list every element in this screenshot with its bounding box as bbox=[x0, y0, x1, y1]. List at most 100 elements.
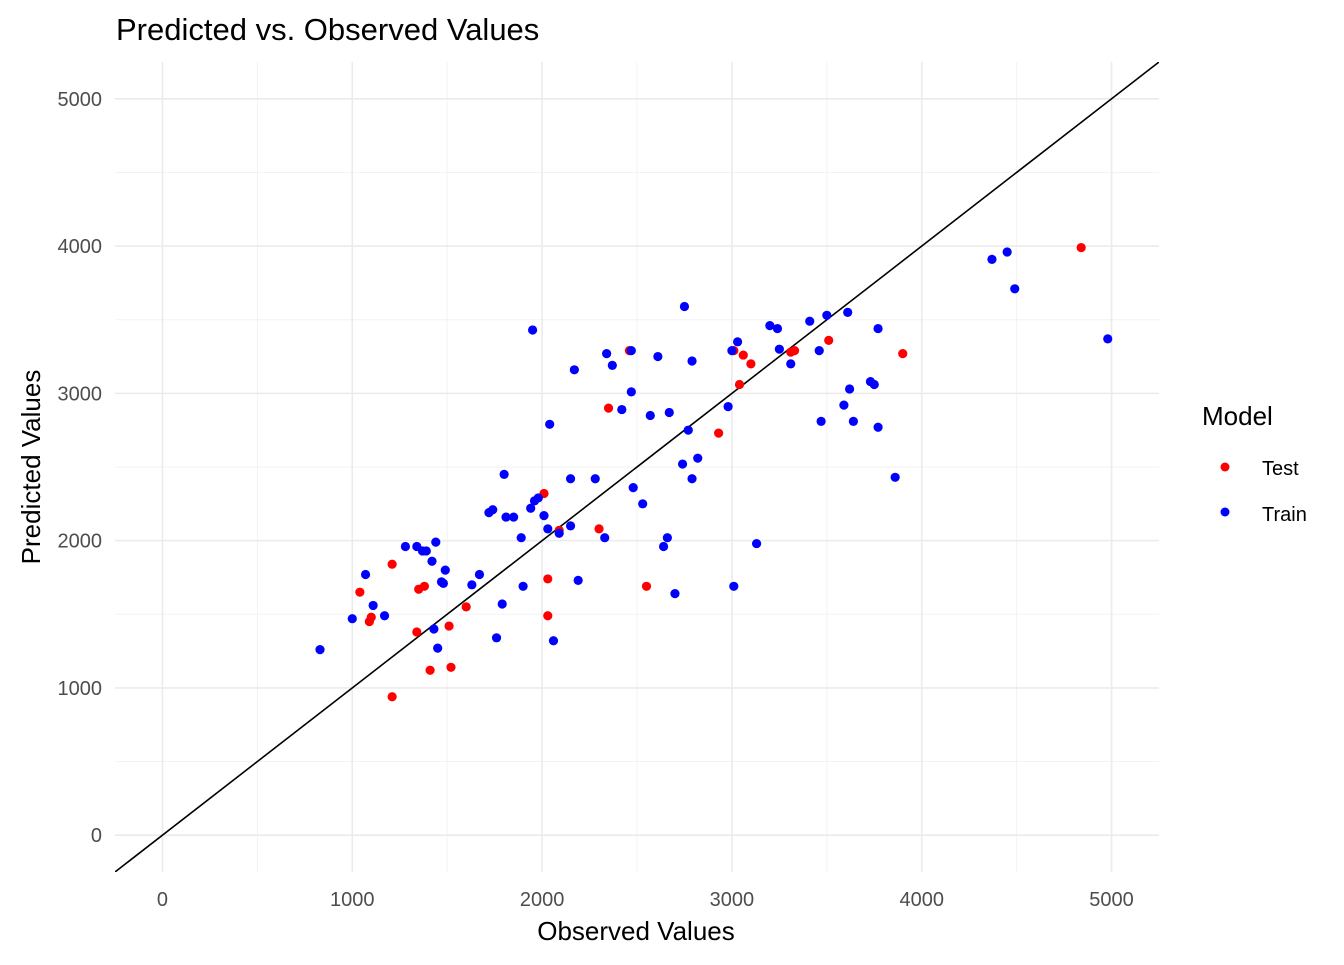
data-point-train bbox=[683, 425, 693, 435]
data-point-test bbox=[1076, 242, 1086, 253]
data-point-train bbox=[626, 346, 636, 356]
data-point-train bbox=[873, 323, 883, 334]
data-point-train bbox=[679, 301, 690, 312]
data-point-train bbox=[774, 344, 784, 354]
data-point-train bbox=[429, 624, 439, 634]
x-tick-label: 5000 bbox=[1089, 889, 1134, 911]
data-point-test bbox=[543, 611, 553, 621]
data-point-train bbox=[638, 499, 648, 509]
data-point-train bbox=[822, 310, 832, 320]
data-point-test bbox=[419, 581, 430, 591]
data-point-train bbox=[1103, 334, 1113, 344]
data-point-test bbox=[425, 665, 435, 675]
data-point-train bbox=[539, 510, 549, 521]
data-point-train bbox=[488, 505, 498, 515]
data-point-train bbox=[528, 325, 538, 335]
data-point-train bbox=[497, 599, 507, 609]
data-point-train bbox=[687, 474, 697, 484]
reference-line-layer bbox=[115, 62, 1159, 872]
data-point-train bbox=[843, 307, 853, 317]
points-layer bbox=[315, 242, 1113, 702]
data-point-train bbox=[723, 402, 733, 412]
data-point-train bbox=[662, 533, 672, 543]
y-axis-title: Predicted Values bbox=[16, 370, 46, 565]
y-tick-label: 5000 bbox=[58, 89, 103, 111]
data-point-train bbox=[569, 365, 579, 375]
data-point-train bbox=[658, 541, 669, 552]
data-point-test bbox=[898, 349, 908, 359]
data-point-test bbox=[824, 335, 834, 345]
data-point-train bbox=[379, 611, 390, 621]
data-point-train bbox=[499, 469, 509, 479]
data-point-test bbox=[543, 574, 553, 584]
y-tick-label: 1000 bbox=[58, 678, 103, 700]
data-point-train bbox=[565, 521, 576, 531]
data-point-train bbox=[848, 416, 858, 426]
x-tick-label: 0 bbox=[157, 889, 168, 911]
identity-reference-line bbox=[115, 62, 1159, 872]
data-point-train bbox=[805, 316, 815, 326]
y-tick-label: 0 bbox=[91, 825, 102, 847]
x-tick-label: 3000 bbox=[710, 889, 755, 911]
data-point-train bbox=[543, 524, 553, 534]
major-gridlines bbox=[115, 62, 1159, 872]
data-point-test bbox=[738, 350, 748, 360]
data-point-test bbox=[412, 627, 422, 637]
data-point-train bbox=[431, 537, 441, 547]
data-point-test bbox=[789, 346, 800, 356]
data-point-train bbox=[628, 483, 638, 493]
data-point-train bbox=[573, 575, 583, 586]
data-point-train bbox=[427, 556, 437, 566]
data-point-train bbox=[518, 581, 528, 591]
data-point-test bbox=[714, 428, 724, 438]
data-point-train bbox=[664, 407, 674, 418]
x-axis-title: Observed Values bbox=[537, 916, 735, 946]
data-point-train bbox=[816, 416, 826, 426]
y-axis-tick-labels: 0 1000 2000 3000 4000 5000 bbox=[58, 89, 103, 847]
data-point-train bbox=[440, 565, 450, 575]
chart-title: Predicted vs. Observed Values bbox=[116, 12, 539, 47]
legend-label-train: Train bbox=[1262, 504, 1307, 526]
data-point-train bbox=[565, 474, 576, 484]
data-point-train bbox=[1002, 247, 1012, 257]
data-point-train bbox=[526, 503, 536, 513]
data-point-test bbox=[746, 359, 756, 369]
data-point-train bbox=[814, 346, 824, 356]
legend-label-test: Test bbox=[1262, 458, 1299, 480]
data-point-test bbox=[734, 379, 745, 390]
series-train bbox=[315, 247, 1113, 655]
data-point-train bbox=[467, 580, 477, 590]
data-point-train bbox=[501, 512, 511, 522]
legend: Model Test Train bbox=[1202, 401, 1307, 526]
x-tick-label: 1000 bbox=[330, 889, 375, 911]
data-point-test bbox=[446, 662, 456, 672]
data-point-test bbox=[387, 692, 397, 702]
series-test bbox=[355, 242, 1086, 702]
data-point-test bbox=[641, 581, 652, 591]
data-point-train bbox=[727, 346, 737, 356]
data-point-train bbox=[533, 493, 543, 503]
data-point-train bbox=[873, 422, 883, 432]
data-point-train bbox=[590, 474, 600, 484]
data-point-train bbox=[772, 323, 783, 334]
data-point-test bbox=[444, 621, 454, 631]
data-point-train bbox=[600, 533, 610, 543]
minor-gridlines bbox=[115, 62, 1159, 872]
data-point-test bbox=[594, 524, 604, 534]
data-point-train bbox=[765, 321, 775, 331]
data-point-train bbox=[509, 512, 519, 522]
data-point-test bbox=[366, 612, 376, 622]
data-point-train bbox=[751, 538, 762, 549]
data-point-train bbox=[548, 636, 559, 646]
data-point-train bbox=[890, 472, 900, 482]
data-point-train bbox=[617, 404, 627, 415]
data-point-train bbox=[400, 541, 411, 552]
data-point-train bbox=[786, 359, 796, 369]
data-point-train bbox=[474, 569, 485, 580]
data-point-train bbox=[693, 453, 703, 463]
x-tick-label: 2000 bbox=[520, 889, 565, 911]
data-point-test bbox=[387, 559, 397, 569]
data-point-train bbox=[545, 419, 555, 429]
